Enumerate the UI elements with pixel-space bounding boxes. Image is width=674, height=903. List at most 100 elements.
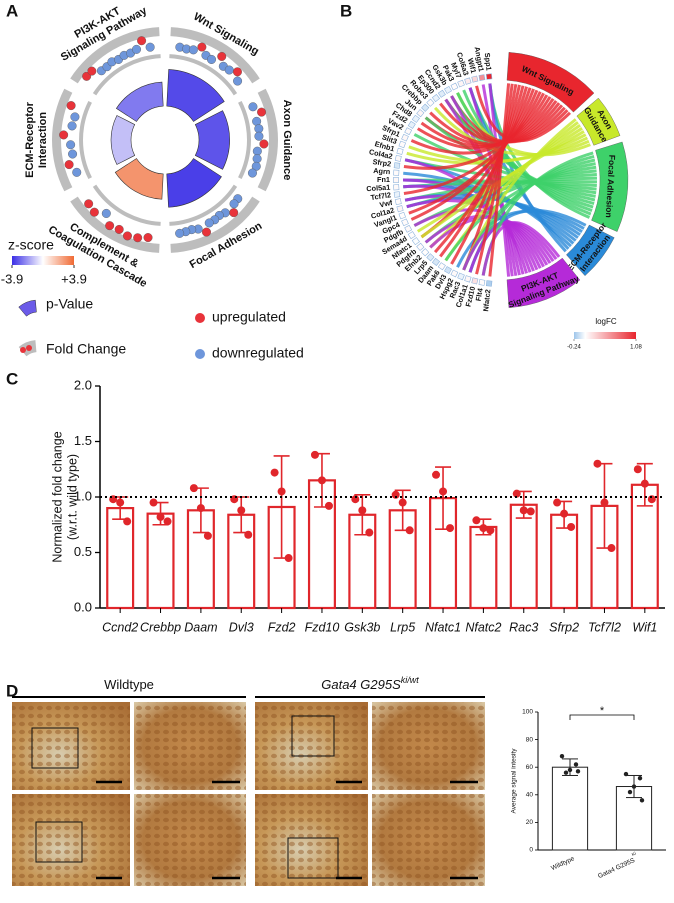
label: Wildtype [104,677,154,692]
gene-label: Nfatc2 [481,289,492,312]
ring [257,88,279,192]
legend-icon [18,299,37,317]
replicate-point [640,479,649,488]
gene-square [457,79,465,88]
gene-square [416,242,425,251]
ring [52,88,73,192]
ring [92,184,161,226]
gene-square [401,133,409,142]
gene-square [393,177,399,183]
gene-square [394,154,402,162]
gene-label: Wif1 [466,57,478,74]
bar [146,512,175,610]
y-tick-label: 20 [526,819,534,826]
gene-square [457,272,465,281]
gene-square [431,257,441,267]
replicate-point [244,530,253,539]
ring [170,196,260,253]
ring [92,54,161,96]
chord [488,83,511,277]
gene-label: Fn1 [377,175,390,184]
gene-square [393,184,400,191]
pvalue-bar [115,81,164,122]
y-tick-label: 0.0 [74,599,92,614]
replicate-point [439,487,448,496]
x-tick-label: Rac3 [509,620,538,634]
chord [424,116,596,198]
replicate-point [526,507,535,516]
gene-square [426,253,435,262]
replicate-point [284,554,293,563]
chord [413,133,597,195]
colorbar-label: -3.9 [1,271,23,286]
replicate-point [633,465,642,474]
gene-point [197,42,207,52]
chord [439,85,525,258]
ring [169,184,238,226]
label-text: Gata4 G295S [597,856,637,879]
replicate-point [637,776,643,781]
chord [416,96,552,150]
gene-point [252,154,262,164]
replicate-point [391,490,400,499]
y-axis-label: Normalized fold change [50,431,64,562]
gene-point [89,207,99,217]
label-text: Wildtype [550,855,576,872]
gene-point [82,71,92,81]
label-text: Wildtype [104,677,154,692]
replicate-point [472,516,481,525]
term-label: Focal Adhesion [604,155,618,218]
x-tick-label: Crebbp [140,620,181,634]
chord [475,83,514,275]
pvalue-bar [110,115,136,165]
gene-point [254,131,264,141]
gene-point [229,208,239,218]
gene-label: Agrn [373,166,391,176]
replicate-point [567,522,576,531]
gene-square [398,211,406,220]
x-tick-label: Sfrp2 [549,620,579,634]
x-tick-label: Nfatc2 [465,620,501,634]
micrograph-texture [372,702,485,790]
replicate-point [324,501,333,510]
panel-label: B [340,1,352,20]
gene-square [471,277,479,285]
gene-square [426,98,435,107]
chord [403,91,542,195]
panel-label: D [6,681,18,700]
chord [433,106,590,157]
gene-point [257,107,267,117]
gene-point [247,168,257,178]
replicate-point [405,526,414,535]
replicate-point [607,544,616,553]
legend-marker [195,313,205,323]
gene-point [251,161,261,171]
gene-point [188,45,198,55]
replicate-point [123,517,132,526]
term-arc [506,52,595,113]
micrograph-texture [255,794,368,886]
colorbar-label: -0.24 [567,345,581,351]
gene-square [444,85,452,94]
replicate-point [567,767,573,773]
colorbar-label: +3.9 [61,271,87,286]
gene-point [68,149,78,159]
label-text: Gata4 G295S [321,677,401,692]
replicate-point [398,498,407,507]
gene-point [233,76,243,86]
gene-point [133,233,143,243]
label: Gata4 G295Ski/wt [321,675,419,692]
gene-point [101,208,111,218]
gene-square [407,231,416,240]
gene-square [401,218,409,227]
replicate-point [573,762,579,767]
x-tick-label: Daam [184,620,217,634]
colorbar [12,256,74,265]
replicate-point [639,798,645,803]
gene-point [248,102,258,112]
gene-square [404,224,413,233]
gene-point [72,167,82,177]
gene-point [201,227,211,237]
